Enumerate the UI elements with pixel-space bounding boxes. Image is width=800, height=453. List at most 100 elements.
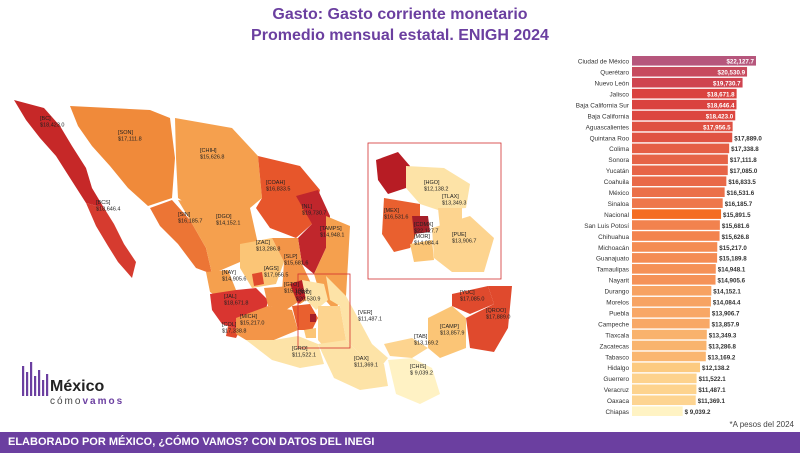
- map-state-code-label: [MICH]: [240, 314, 258, 320]
- map-state-value-label: $15,681.6: [284, 261, 308, 267]
- bar-category-label: Quintana Roo: [590, 135, 630, 142]
- footer-bar: ELABORADO POR MÉXICO, ¿CÓMO VAMOS? CON D…: [0, 432, 800, 453]
- bar-category-label: Tabasco: [605, 354, 629, 361]
- bar: [632, 132, 733, 143]
- bar-value-label: $11,487.1: [698, 387, 726, 394]
- state-chis: [388, 358, 440, 404]
- bar: [632, 99, 737, 110]
- map-state-code-label: [BCS]: [96, 200, 111, 206]
- inset-mor: [410, 240, 434, 262]
- bar-value-label: $18,671.8: [707, 91, 735, 98]
- zoom-region-box: [297, 273, 351, 349]
- bar-value-label: $13,857.9: [712, 321, 740, 328]
- bar-value-label: $17,111.8: [730, 157, 757, 164]
- state-mich: [236, 306, 298, 340]
- bar: [632, 307, 710, 318]
- map-state-code-label: [SLP]: [284, 254, 298, 260]
- mexico-choropleth-map: [BC]$18,423.0 [SON]$17,111.8 [CHIH]$15,626…: [14, 100, 512, 404]
- bar-value-label: $17,085.0: [730, 168, 758, 175]
- map-state-code-label: [BC]: [40, 116, 51, 122]
- currency-note: *A pesos del 2024: [729, 420, 795, 429]
- state-ver: [326, 276, 388, 368]
- map-state-value-label: $14,905.6: [222, 277, 246, 283]
- map-state-value-label: $16,531.6: [384, 215, 408, 221]
- inset-cdmx: [412, 216, 430, 234]
- map-state-code-label: [CDMX]: [414, 222, 434, 228]
- inset-hgo: [406, 166, 470, 210]
- bar-value-label: $20,530.9: [718, 70, 746, 77]
- map-state-code-label: [CHIS]: [410, 364, 427, 370]
- bar: [632, 198, 723, 208]
- bar-value-label: $15,189.8: [719, 256, 747, 263]
- map-state-code-label: [NL]: [302, 204, 313, 210]
- map-state-code-label: [GRO]: [292, 346, 308, 352]
- bar-category-label: Ciudad de México: [578, 59, 630, 66]
- bar: [632, 264, 716, 274]
- state-qroo: [466, 286, 512, 352]
- bar: [632, 66, 748, 77]
- map-state-value-label: $14,152.1: [216, 221, 240, 227]
- bar: [632, 231, 720, 241]
- map-state-code-label: [GTO]: [284, 282, 299, 288]
- map-state-code-label: [QRO]: [296, 290, 312, 296]
- bar-value-label: $14,948.1: [718, 267, 746, 274]
- bar: [632, 253, 718, 263]
- bar-value-label: $15,891.5: [723, 212, 751, 219]
- bar-category-label: Guerrero: [603, 376, 629, 383]
- map-state-code-label: [ZAC]: [256, 240, 271, 246]
- bar-value-label: $11,522.1: [699, 376, 727, 383]
- bar-category-label: Coahuila: [604, 179, 630, 186]
- bar-value-label: $16,833.5: [728, 179, 756, 186]
- bar: [632, 77, 743, 88]
- bar: [632, 110, 736, 121]
- map-state-value-label: $17,338.8: [222, 329, 246, 335]
- map-state-value-label: $19,730.7: [302, 211, 326, 217]
- bar: [632, 154, 728, 165]
- state-gro: [246, 336, 324, 368]
- bar-category-label: Michoacán: [598, 245, 629, 252]
- inset-qro: [376, 152, 410, 194]
- state-yuc: [452, 286, 494, 314]
- bar: [632, 395, 696, 406]
- bar-value-label: $13,349.3: [709, 332, 737, 339]
- bar-category-label: Colima: [609, 146, 629, 153]
- map-state-value-label: $13,349.3: [442, 201, 466, 207]
- bar-category-label: Chihuahua: [598, 234, 629, 241]
- bar-chart: Ciudad de México $22,127.7 Querétaro $20,53…: [576, 56, 762, 416]
- bar-category-label: México: [609, 190, 630, 197]
- bar: [632, 351, 706, 362]
- map-state-code-label: [PUE]: [452, 232, 467, 238]
- map-state-code-label: [CAMP]: [440, 324, 459, 330]
- bar-value-label: $13,169.2: [708, 354, 736, 361]
- map-state-code-label: [SIN]: [178, 212, 191, 218]
- bar-value-label: $17,956.5: [703, 124, 731, 131]
- bar-category-label: Aguascalientes: [586, 124, 629, 131]
- map-state-value-label: $20,530.9: [296, 297, 320, 303]
- bar-value-label: $18,646.4: [707, 102, 735, 109]
- logo-subtext: cómovamos: [50, 396, 124, 407]
- bar: [632, 340, 707, 351]
- map-state-code-label: [DGO]: [216, 214, 232, 220]
- bar: [632, 165, 728, 176]
- bar: [632, 406, 683, 416]
- bar-value-label: $14,905.6: [718, 278, 746, 285]
- bar-category-label: Hidalgo: [607, 365, 629, 372]
- logo-subtext-b: vamos: [82, 396, 125, 407]
- map-state-value-label: $13,286.8: [256, 247, 280, 253]
- inset-box: [367, 142, 502, 280]
- bar-category-label: Sonora: [608, 157, 629, 164]
- bar-value-label: $15,681.6: [722, 223, 750, 230]
- bar-category-label: Tlaxcala: [605, 332, 629, 339]
- state-zac: [240, 238, 284, 288]
- map-state-code-label: [QROO]: [486, 308, 506, 314]
- map-state-value-label: $17,956.5: [264, 273, 288, 279]
- bar: [632, 362, 701, 373]
- map-state-value-label: $ 9,039.2: [410, 371, 433, 377]
- bar-value-label: $17,889.0: [734, 135, 762, 142]
- bar-value-label: $13,906.7: [712, 310, 740, 317]
- bar-value-label: $22,127.7: [726, 59, 754, 66]
- chart-subtitle: Promedio mensual estatal. ENIGH 2024: [251, 27, 549, 44]
- state-mor: [304, 328, 316, 338]
- map-state-code-label: [COL]: [222, 322, 237, 328]
- map-state-value-label: $13,906.7: [452, 239, 476, 245]
